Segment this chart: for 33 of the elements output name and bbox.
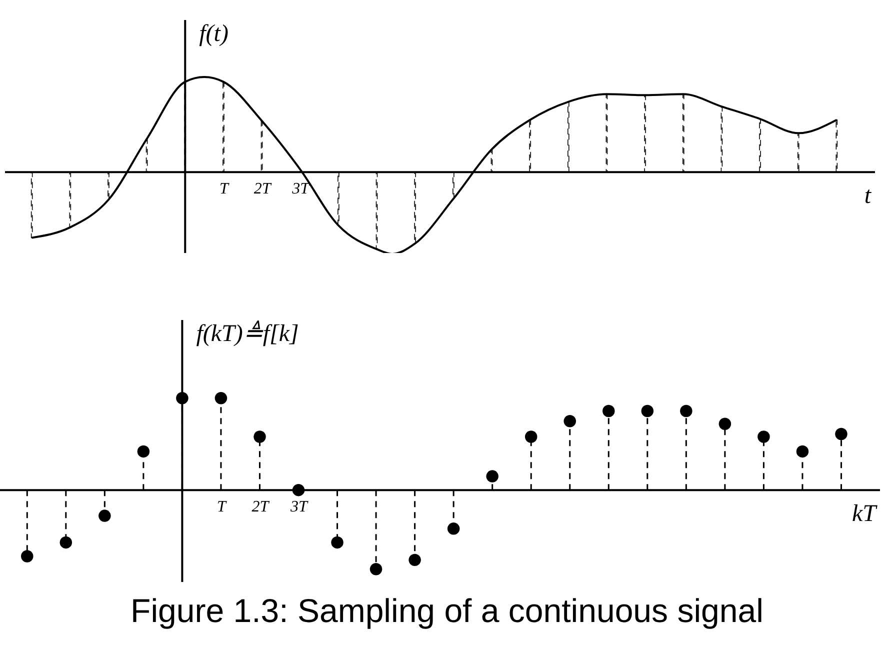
point — [370, 563, 382, 576]
point — [835, 428, 848, 440]
y-axis-title: f(t) — [199, 21, 228, 47]
point — [292, 484, 305, 496]
point — [680, 404, 692, 418]
caption: Figure 1.3: Sampling of a continuous signal — [130, 592, 764, 630]
point — [98, 510, 111, 522]
point — [564, 415, 576, 428]
point — [176, 392, 188, 404]
point — [214, 392, 228, 404]
point — [486, 470, 498, 482]
point — [524, 430, 538, 443]
x-tick-label: 2T — [254, 180, 272, 198]
point — [602, 404, 615, 418]
x-tick-label: 2T — [252, 498, 270, 516]
x-axis-title: t — [864, 183, 872, 210]
x-tick-label: 3T — [290, 498, 309, 516]
point — [408, 554, 421, 566]
x-tick-label: T — [217, 498, 228, 516]
y-axis-title: f(kT)≜f[k] — [196, 320, 299, 347]
point — [60, 536, 72, 549]
point — [641, 404, 654, 418]
point — [21, 550, 34, 562]
point — [758, 430, 770, 443]
point — [796, 445, 809, 458]
point — [137, 445, 150, 458]
point — [447, 522, 460, 535]
x-tick-label: T — [220, 180, 230, 198]
point — [331, 536, 344, 549]
point — [718, 418, 732, 430]
x-axis-title: kT — [852, 501, 878, 528]
x-tick-label: 3T — [291, 180, 310, 198]
point — [254, 430, 266, 443]
